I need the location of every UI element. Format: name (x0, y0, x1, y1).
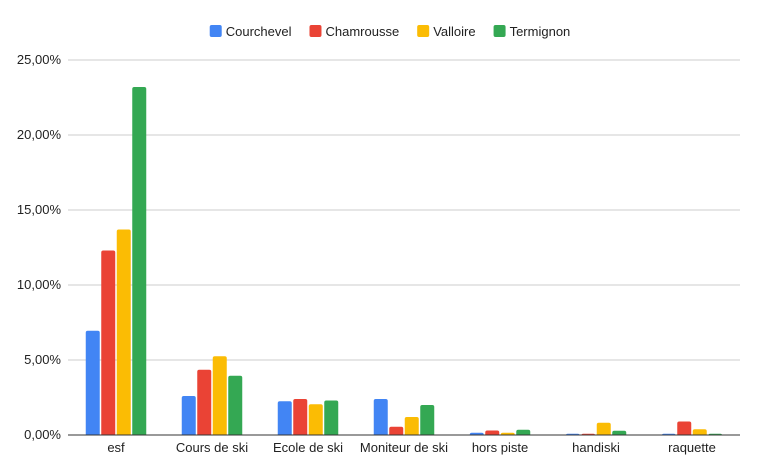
bar-chamrousse-3 (389, 426, 404, 435)
x-tick-label: esf (107, 440, 125, 455)
bar-chamrousse-2 (293, 399, 308, 435)
bar-chamrousse-0 (101, 250, 116, 435)
y-tick-label: 15,00% (17, 202, 62, 217)
bar-termignon-3 (420, 405, 435, 435)
x-tick-label: raquette (668, 440, 716, 455)
bars (85, 87, 723, 436)
y-tick-label: 0,00% (24, 427, 61, 442)
bar-courchevel-0 (85, 330, 100, 435)
gridlines (68, 59, 740, 361)
bar-termignon-0 (132, 87, 147, 435)
legend-item-courchevel: Courchevel (209, 24, 292, 39)
bar-courchevel-3 (373, 399, 388, 435)
bar-valloire-0 (116, 229, 131, 435)
x-axis-ticks: esf Cours de ski Ecole de ski Moniteur de s… (107, 440, 716, 455)
bar-valloire-4 (500, 432, 515, 435)
legend-swatch (309, 25, 322, 37)
legend-label: Valloire (433, 24, 475, 39)
legend-swatch (493, 25, 506, 37)
bar-valloire-6 (692, 429, 707, 435)
bar-courchevel-1 (181, 396, 196, 435)
legend-swatch (417, 25, 430, 37)
bar-termignon-4 (516, 429, 531, 435)
legend-label: Courchevel (226, 24, 292, 39)
bar-courchevel-2 (277, 401, 292, 435)
x-tick-label: hors piste (472, 440, 528, 455)
legend-item-valloire: Valloire (417, 24, 476, 39)
legend: Courchevel Chamrousse Valloire Termignon (209, 24, 571, 39)
legend-item-termignon: Termignon (493, 24, 571, 39)
bar-chamrousse-6 (677, 421, 692, 435)
bar-valloire-2 (308, 404, 323, 435)
legend-item-chamrousse: Chamrousse (309, 24, 399, 39)
x-tick-label: Cours de ski (176, 440, 248, 455)
x-tick-label: Ecole de ski (273, 440, 343, 455)
y-axis-ticks: 0,00% 5,00% 10,00% 15,00% 20,00% 25,00% (17, 52, 62, 442)
bar-valloire-3 (404, 417, 419, 435)
legend-label: Chamrousse (325, 24, 399, 39)
bar-termignon-2 (324, 400, 339, 435)
y-tick-label: 25,00% (17, 52, 62, 67)
legend-swatch (209, 25, 222, 37)
bar-valloire-5 (596, 422, 611, 435)
y-tick-label: 20,00% (17, 127, 62, 142)
y-tick-label: 10,00% (17, 277, 62, 292)
bar-chamrousse-1 (197, 369, 212, 435)
bar-termignon-5 (612, 430, 627, 435)
x-tick-label: handiski (572, 440, 620, 455)
bar-chamrousse-4 (485, 430, 500, 435)
bar-valloire-1 (212, 356, 227, 435)
y-tick-label: 5,00% (24, 352, 61, 367)
bar-courchevel-4 (469, 432, 484, 435)
x-tick-label: Moniteur de ski (360, 440, 448, 455)
legend-label: Termignon (510, 24, 571, 39)
bar-termignon-1 (228, 375, 243, 435)
